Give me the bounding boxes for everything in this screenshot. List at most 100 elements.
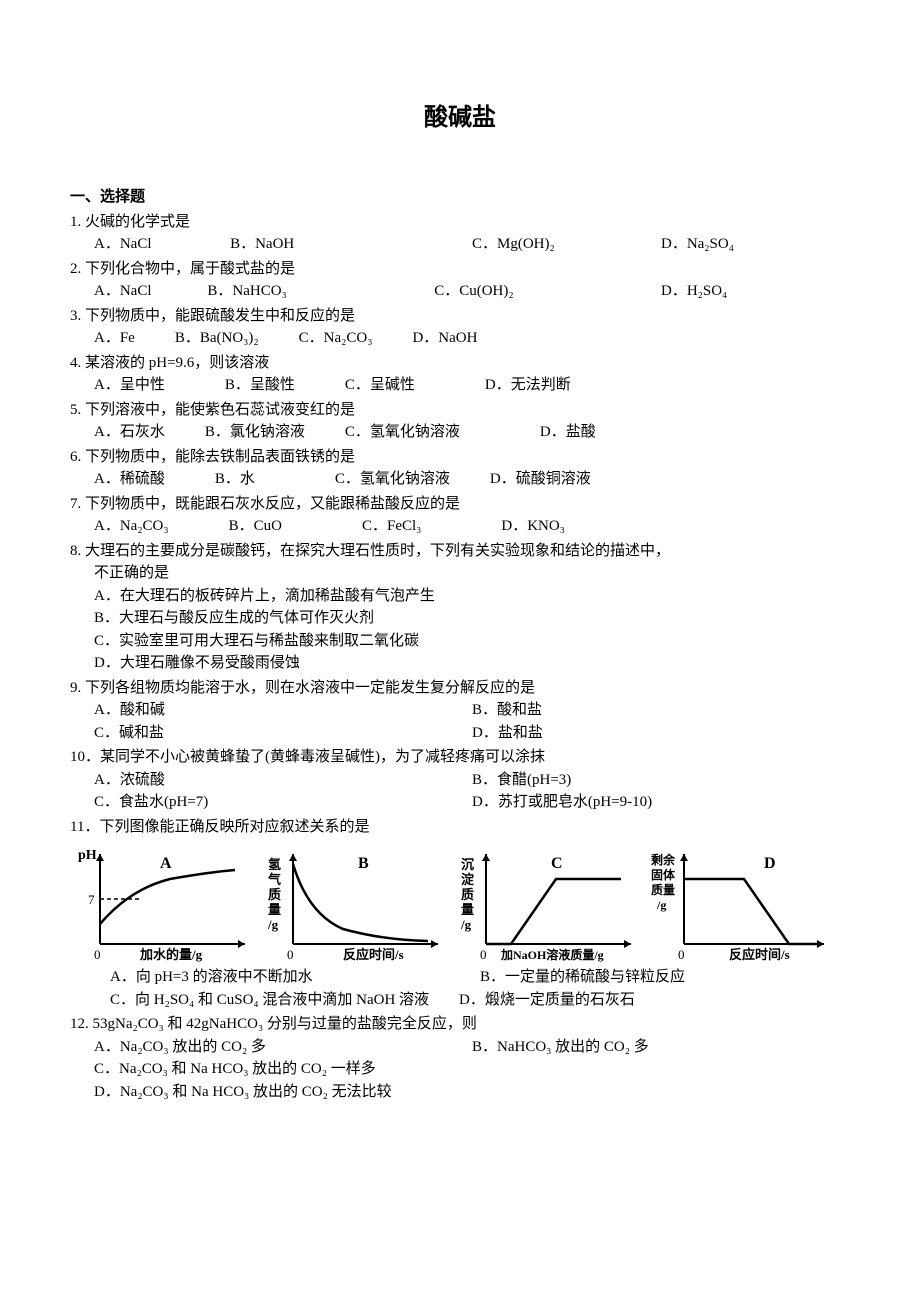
question-3: 3. 下列物质中，能跟硫酸发生中和反应的是 A．Fe B．Ba(NO₃)₂ C．… [70,305,850,350]
question-8: 8. 大理石的主要成分是碳酸钙，在探究大理石性质时，下列有关实验现象和结论的描述… [70,540,850,675]
chart-a-ylabel: pH [78,848,97,863]
document-title: 酸碱盐 [70,100,850,136]
q9-opt-d: D．盐和盐 [472,722,850,745]
question-7: 7. 下列物质中，既能跟石灰水反应，又能跟稀盐酸反应的是 A．Na₂CO₃ B．… [70,493,850,538]
q5-opt-b: B．氯化钠溶液 [205,421,305,444]
chart-d-xlabel: 反应时间/s [729,947,790,962]
q8-opt-a: A．在大理石的板砖碎片上，滴加稀盐酸有气泡产生 [94,585,850,608]
q11-opt-c: C．向 H₂SO₄ 和 CuSO₄ 混合液中滴加 NaOH 溶液 [110,989,429,1012]
q7-opt-d: D．KNO₃ [501,515,565,538]
chart-a: pH 7 0 加水的量/g A [70,844,255,964]
question-10: 10．某同学不小心被黄蜂蛰了(黄蜂毒液呈碱性)，为了减轻疼痛可以涂抹 A．浓硫酸… [70,746,850,814]
chart-c-label: C [551,852,563,876]
q2-opt-a: A．NaCl [94,280,207,303]
q1-opt-d: D．Na₂SO₄ [661,233,850,256]
q6-opt-c: C．氢氧化钠溶液 [335,468,450,491]
q7-opt-c: C．FeCl₃ [362,515,421,538]
q5-text: 5. 下列溶液中，能使紫色石蕊试液变红的是 [70,399,850,422]
q8-text: 8. 大理石的主要成分是碳酸钙，在探究大理石性质时，下列有关实验现象和结论的描述… [70,540,850,563]
chart-d: 剩余 固体 质量 /g 0 反应时间/s D [649,844,834,964]
svg-text:淀: 淀 [461,872,475,887]
q4-opt-a: A．呈中性 [94,374,165,397]
chart-c-xlabel: 加NaOH溶液质量/g [500,947,604,962]
svg-text:/g: /g [656,898,666,912]
q2-opt-b: B．NaHCO₃ [207,280,434,303]
q8-opt-c: C．实验室里可用大理石与稀盐酸来制取二氧化碳 [94,630,850,653]
q12-opt-a: A．Na₂CO₃ 放出的 CO₂ 多 [94,1036,472,1059]
q1-text: 1. 火碱的化学式是 [70,211,850,234]
q9-text: 9. 下列各组物质均能溶于水，则在水溶液中一定能发生复分解反应的是 [70,677,850,700]
q9-opt-a: A．酸和碱 [94,699,472,722]
svg-text:剩余: 剩余 [651,852,676,867]
question-4: 4. 某溶液的 pH=9.6，则该溶液 A．呈中性 B．呈酸性 C．呈碱性 D．… [70,352,850,397]
svg-text:/g: /g [460,917,472,932]
question-5: 5. 下列溶液中，能使紫色石蕊试液变红的是 A．石灰水 B．氯化钠溶液 C．氢氧… [70,399,850,444]
q5-opt-c: C．氢氧化钠溶液 [345,421,460,444]
svg-text:量: 量 [461,902,474,917]
q6-opt-b: B．水 [215,468,255,491]
q3-text: 3. 下列物质中，能跟硫酸发生中和反应的是 [70,305,850,328]
svg-text:质: 质 [268,887,281,902]
q3-opt-c: C．Na₂CO₃ [299,327,373,350]
svg-text:氢: 氢 [268,857,281,872]
q6-opt-a: A．稀硫酸 [94,468,165,491]
q7-opt-a: A．Na₂CO₃ [94,515,169,538]
q10-opt-a: A．浓硫酸 [94,769,472,792]
chart-b-label: B [358,852,369,876]
q4-text: 4. 某溶液的 pH=9.6，则该溶液 [70,352,850,375]
chart-b: 氢 气 质 量 /g 0 反应时间/s B [263,844,448,964]
svg-text:质: 质 [461,887,474,902]
q11-opt-a: A．向 pH=3 的溶液中不断加水 [110,966,480,989]
section-1-header: 一、选择题 [70,186,850,209]
q9-opt-c: C．碱和盐 [94,722,472,745]
svg-text:0: 0 [287,947,294,962]
chart-c: 沉 淀 质 量 /g 0 加NaOH溶液质量/g C [456,844,641,964]
q6-opt-d: D．硫酸铜溶液 [490,468,591,491]
q9-opt-b: B．酸和盐 [472,699,850,722]
q11-text: 11．下列图像能正确反映所对应叙述关系的是 [70,816,850,839]
q4-opt-b: B．呈酸性 [225,374,295,397]
svg-text:/g: /g [267,917,279,932]
q5-opt-a: A．石灰水 [94,421,165,444]
q5-opt-d: D．盐酸 [540,421,596,444]
q10-opt-c: C．食盐水(pH=7) [94,791,472,814]
question-9: 9. 下列各组物质均能溶于水，则在水溶液中一定能发生复分解反应的是 A．酸和碱 … [70,677,850,745]
chart-a-ytick: 7 [88,892,95,907]
question-2: 2. 下列化合物中，属于酸式盐的是 A．NaCl B．NaHCO₃ C．Cu(O… [70,258,850,303]
question-12: 12. 53gNa₂CO₃ 和 42gNaHCO₃ 分别与过量的盐酸完全反应，则… [70,1013,850,1103]
q10-opt-b: B．食醋(pH=3) [472,769,850,792]
chart-b-xlabel: 反应时间/s [343,947,404,962]
q3-opt-a: A．Fe [94,327,135,350]
q10-opt-d: D．苏打或肥皂水(pH=9-10) [472,791,850,814]
q1-opt-a: A．NaCl [94,233,230,256]
q1-opt-c: C．Mg(OH)₂ [472,233,661,256]
svg-text:量: 量 [268,902,281,917]
q2-text: 2. 下列化合物中，属于酸式盐的是 [70,258,850,281]
svg-text:0: 0 [94,947,101,962]
q6-text: 6. 下列物质中，能除去铁制品表面铁锈的是 [70,446,850,469]
q8-opt-b: B．大理石与酸反应生成的气体可作灭火剂 [94,607,850,630]
q8-opt-d: D．大理石雕像不易受酸雨侵蚀 [94,652,850,675]
svg-text:质量: 质量 [651,882,675,897]
chart-a-label: A [160,852,172,876]
q8-text2: 不正确的是 [94,562,850,585]
q4-opt-d: D．无法判断 [485,374,571,397]
q2-opt-d: D．H₂SO₄ [661,280,850,303]
q1-opt-b: B．NaOH [230,233,472,256]
question-11: 11．下列图像能正确反映所对应叙述关系的是 pH 7 0 加水的量/g A [70,816,850,1012]
svg-text:沉: 沉 [461,857,474,872]
svg-text:0: 0 [678,947,685,962]
question-6: 6. 下列物质中，能除去铁制品表面铁锈的是 A．稀硫酸 B．水 C．氢氧化钠溶液… [70,446,850,491]
svg-text:固体: 固体 [651,867,676,882]
q7-text: 7. 下列物质中，既能跟石灰水反应，又能跟稀盐酸反应的是 [70,493,850,516]
q3-opt-d: D．NaOH [412,327,477,350]
q11-opt-b: B．一定量的稀硫酸与锌粒反应 [480,966,850,989]
q3-opt-b: B．Ba(NO₃)₂ [175,327,259,350]
q12-opt-c: C．Na₂CO₃ 和 Na HCO₃ 放出的 CO₂ 一样多 [94,1058,850,1081]
q11-charts: pH 7 0 加水的量/g A 氢 气 质 量 /g 0 反应时间/s [70,844,850,964]
q4-opt-c: C．呈碱性 [345,374,415,397]
q12-opt-b: B．NaHCO₃ 放出的 CO₂ 多 [472,1036,850,1059]
q10-text: 10．某同学不小心被黄蜂蛰了(黄蜂毒液呈碱性)，为了减轻疼痛可以涂抹 [70,746,850,769]
q11-opt-d: D．煅烧一定质量的石灰石 [459,989,635,1012]
chart-d-label: D [764,852,776,876]
